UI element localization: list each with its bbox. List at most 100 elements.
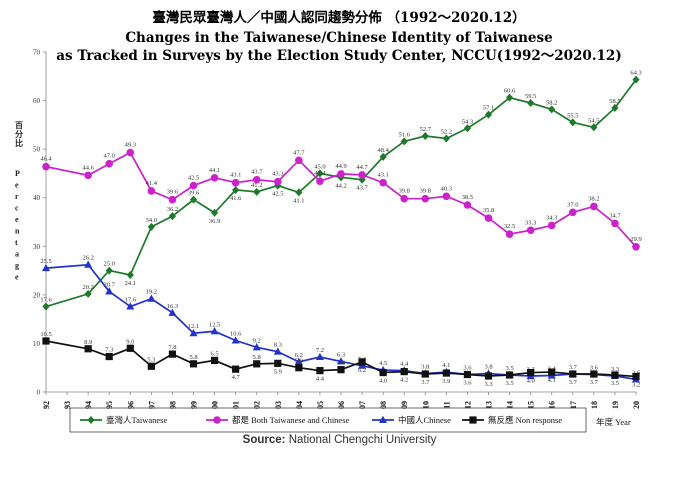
x-tick-label: 04	[295, 401, 304, 409]
data-label: 20.2	[82, 284, 93, 291]
data-label: 3.3	[484, 381, 492, 388]
square-marker	[232, 365, 240, 373]
data-label: 33.3	[525, 219, 536, 226]
square-marker	[295, 364, 303, 372]
chart-legend: 臺灣人Taiwanese 都是 Both Taiwanese and Chines…	[69, 407, 587, 433]
data-label: 3.8	[421, 364, 429, 371]
square-marker	[126, 344, 134, 352]
square-marker	[253, 360, 261, 368]
data-label: 10.6	[230, 331, 242, 338]
diamond-marker	[42, 302, 50, 311]
circle-marker	[484, 214, 493, 222]
triangle-marker	[337, 357, 345, 365]
y-tick-label: 10	[33, 340, 41, 348]
data-label: 4.0	[527, 378, 535, 385]
x-tick-label: 01	[232, 401, 241, 409]
diamond-marker	[126, 270, 134, 279]
data-label: 3.3	[611, 366, 619, 373]
diamond-marker	[295, 188, 303, 197]
diamond-marker	[316, 169, 324, 178]
chart-subtitle-line-2: as Tracked in Surveys by the Election St…	[56, 48, 621, 64]
data-label: 4.0	[379, 378, 387, 385]
data-label: 7.3	[105, 347, 113, 354]
data-label: 5.8	[189, 354, 197, 361]
series-both: 46.4 44.6 47.0 49.3 41.4 39.6 42.5 44.1 43.1 43.7…	[40, 142, 642, 251]
x-axis-label: 年度 Year	[596, 417, 631, 427]
data-label: 3.5	[506, 365, 514, 372]
square-marker	[105, 352, 113, 361]
series-line-both	[45, 151, 637, 248]
diamond-marker	[569, 118, 577, 127]
square-marker	[210, 356, 219, 365]
data-label: 7.2	[316, 347, 324, 354]
square-marker	[421, 370, 429, 378]
circle-marker	[463, 201, 472, 209]
data-label: 3.7	[569, 364, 578, 371]
circle-marker	[231, 178, 240, 187]
circle-marker	[189, 181, 198, 190]
data-label: 32.5	[504, 223, 515, 230]
data-label: 24.1	[125, 280, 136, 287]
triangle-marker	[84, 260, 93, 268]
triangle-marker	[294, 357, 303, 365]
data-label: 59.5	[525, 93, 536, 100]
circle-marker	[611, 219, 619, 228]
x-tick-label: 05	[316, 401, 325, 409]
source-note: Source: National Chengchi University	[0, 434, 679, 446]
circle-marker	[42, 162, 50, 171]
circle-marker	[421, 194, 430, 203]
data-label: 38.5	[462, 194, 473, 201]
circle-marker	[632, 242, 640, 251]
x-tick-label: 19	[611, 401, 620, 409]
data-label: 47.0	[104, 153, 115, 160]
diamond-marker	[379, 152, 387, 161]
square-marker	[484, 372, 493, 380]
triangle-marker	[252, 343, 261, 351]
x-tick-label: 97	[147, 401, 156, 409]
data-label: 52.7	[420, 126, 432, 133]
data-label: 44.2	[335, 182, 346, 189]
legend-label: 臺灣人Taiwanese	[106, 415, 167, 425]
circle-marker	[505, 230, 514, 238]
x-tick-label: 16	[548, 401, 557, 409]
x-tick-label: 03	[274, 401, 283, 409]
square-marker	[274, 359, 282, 367]
diamond-marker	[421, 132, 429, 141]
data-label: 8.3	[274, 342, 282, 349]
circle-marker	[337, 170, 345, 178]
data-label: 64.3	[630, 70, 641, 77]
diamond-marker	[463, 124, 472, 133]
circle-marker	[273, 177, 282, 186]
data-label: 41.4	[146, 180, 158, 187]
diamond-marker	[484, 110, 493, 119]
data-label: 41.6	[230, 195, 242, 202]
data-label: 44.1	[209, 167, 220, 174]
square-marker	[168, 350, 177, 358]
data-label: 8.9	[84, 339, 92, 346]
x-tick-label: 13	[485, 401, 494, 409]
legend-label: 中國人Chinese	[398, 415, 451, 425]
series-line-taiwanese	[45, 79, 637, 308]
diamond-marker	[505, 93, 514, 102]
x-tick-label: 15	[527, 401, 536, 409]
triangle-marker	[147, 294, 156, 302]
data-label: 43.3	[272, 171, 283, 178]
x-tick-label: 96	[126, 401, 135, 409]
series-line-non-response	[45, 340, 637, 378]
square-marker	[400, 368, 408, 376]
data-label: 43.1	[377, 172, 388, 179]
x-tick-label: 06	[337, 401, 346, 409]
x-tick-label: 18	[590, 401, 599, 409]
data-label: 44.7	[356, 164, 368, 171]
triangle-marker	[273, 347, 282, 355]
chart-subtitle-line-1: Changes in the Taiwanese/Chinese Identit…	[125, 30, 552, 46]
data-label: 19.2	[146, 289, 157, 296]
x-tick-label: 98	[168, 401, 177, 409]
data-label: 55.5	[567, 112, 578, 119]
series-taiwanese: 17.6 20.2 25.0 24.1 34.0 36.2 39.6 36.9 41.6 41.2…	[40, 70, 642, 311]
triangle-marker	[105, 287, 114, 295]
square-marker	[548, 368, 556, 376]
square-marker	[147, 362, 155, 370]
triangle-marker	[379, 415, 387, 423]
y-tick-label: 0	[37, 389, 41, 397]
